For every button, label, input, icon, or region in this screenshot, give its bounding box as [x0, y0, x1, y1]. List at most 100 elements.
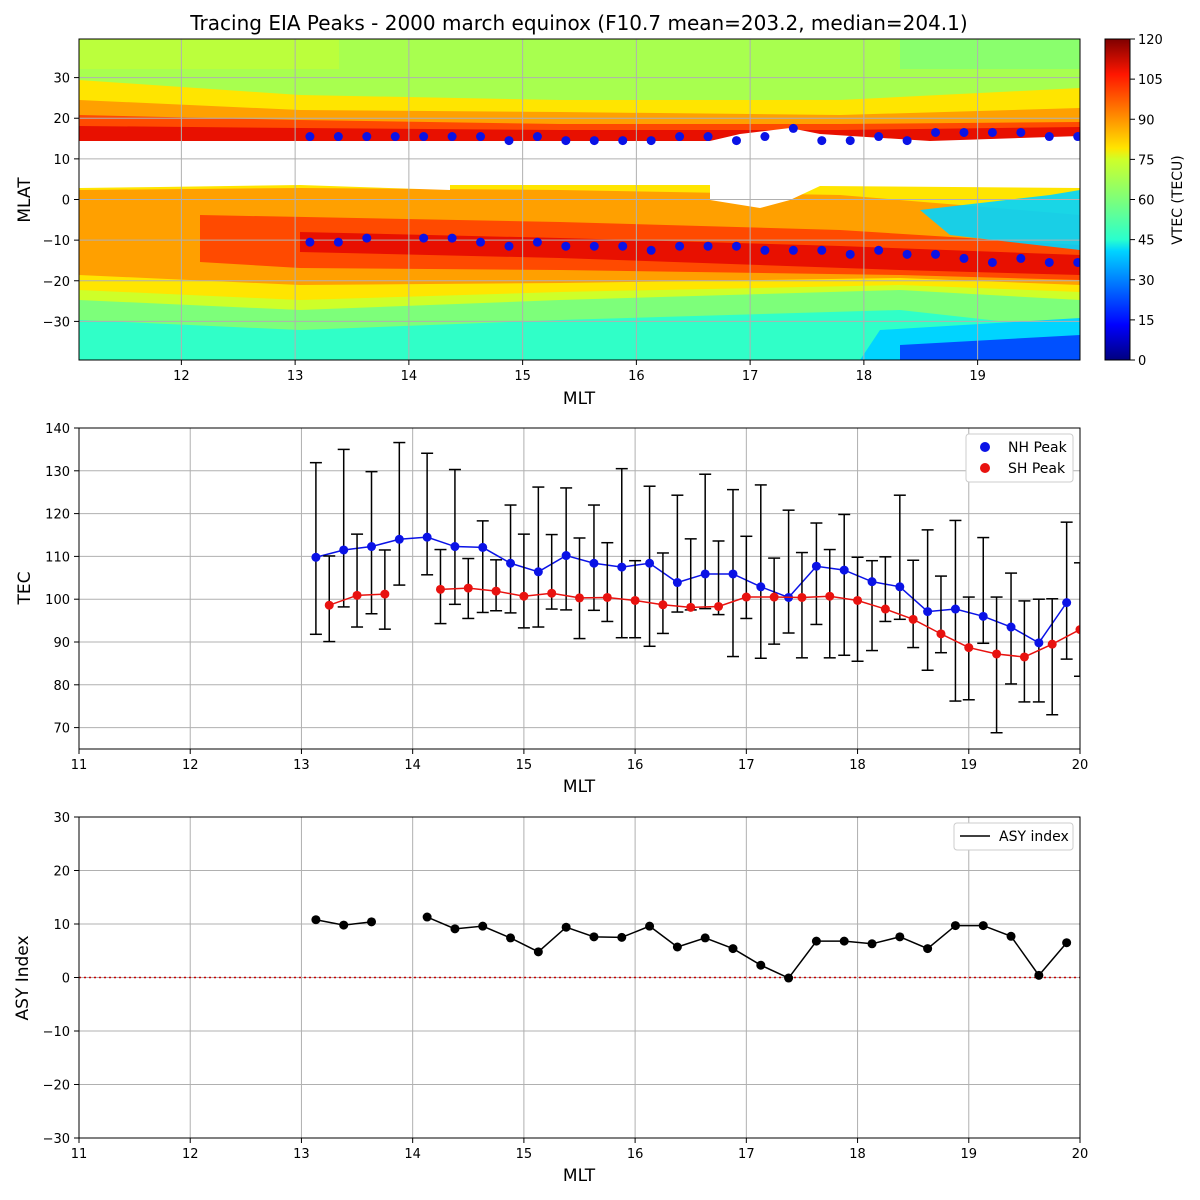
nh-peak-point — [589, 136, 599, 146]
sh-peak-point — [519, 591, 529, 601]
vtec-fill — [920, 190, 1080, 250]
y-tick-label: −20 — [43, 275, 70, 290]
map-y-axis-label: MLAT — [15, 177, 35, 223]
asy-point — [422, 912, 432, 922]
nh-peak-point — [811, 561, 821, 571]
vtec-contours — [79, 39, 1080, 360]
x-tick-label: 15 — [516, 758, 533, 773]
asy-point — [1006, 931, 1016, 941]
y-tick-label: 0 — [62, 972, 70, 987]
sh-peak-point — [817, 245, 827, 255]
x-tick-label: 14 — [404, 1147, 421, 1162]
y-tick-label: −20 — [43, 1079, 70, 1094]
nh-peak-point — [561, 551, 571, 561]
sh-peak-point — [380, 589, 390, 599]
map-grid — [79, 39, 1080, 360]
nh-peak-point — [419, 132, 429, 142]
nh-peak-point — [645, 558, 655, 568]
asy-legend: ASY index — [953, 822, 1074, 851]
nh-peak-point — [390, 132, 400, 142]
asy-point — [811, 936, 821, 946]
tec-series — [309, 441, 1080, 734]
asy-panel: 11 12 13 14 15 16 17 18 19 20 −30 −20 −10 0 10 20 30 MLT… — [13, 811, 1088, 1186]
asy-point — [450, 924, 460, 934]
asy-point — [339, 920, 349, 930]
sh-peak-point — [547, 588, 557, 598]
sh-peak-point — [618, 241, 628, 251]
x-tick-label: 19 — [961, 758, 978, 773]
colorbar-tick-label: 60 — [1138, 194, 1155, 209]
nh-peak-point — [478, 542, 488, 552]
nh-peak-point — [672, 578, 682, 588]
y-tick-label: 20 — [53, 112, 70, 127]
nh-peak-point — [987, 127, 997, 137]
x-tick-label: 19 — [961, 1147, 978, 1162]
vtec-map-panel: 12 13 14 15 16 17 18 19 −30 −20 −10 0 10 20 30 MLT MLA… — [15, 33, 1186, 409]
nh-peak-point — [895, 582, 905, 592]
sh-peak-point — [504, 241, 514, 251]
sh-peak-point — [741, 592, 751, 602]
colorbar-ticks: 0 15 30 45 60 75 90 105 120 — [1130, 33, 1163, 369]
map-x-axis-label: MLT — [563, 389, 596, 409]
nh-peak-point — [561, 136, 571, 146]
y-tick-label: 80 — [53, 679, 70, 694]
sh-peak-point — [1073, 257, 1080, 267]
asy-x-axis-label: MLT — [563, 1166, 596, 1186]
tec-ticks: 11 12 13 14 15 16 17 18 19 20 70 80 90 100 110 120 130 14… — [45, 422, 1088, 773]
sh-peak-point — [908, 614, 918, 624]
asy-point — [311, 915, 321, 925]
x-tick-label: 16 — [627, 758, 644, 773]
asy-point — [700, 933, 710, 943]
y-tick-label: 110 — [45, 550, 70, 565]
legend-nh-marker — [980, 442, 990, 452]
sh-peak-point — [463, 583, 473, 593]
colorbar-tick-label: 30 — [1138, 274, 1155, 289]
nh-peak-point — [618, 136, 628, 146]
nh-peak-point — [1044, 132, 1054, 142]
nh-peak-point — [1062, 598, 1072, 608]
x-tick-label: 12 — [182, 758, 199, 773]
nh-peak-point — [311, 552, 321, 562]
nh-peak-point — [422, 532, 432, 542]
asy-point — [1034, 970, 1044, 980]
sh-peak-point — [769, 592, 779, 602]
nh-peak-point — [447, 132, 457, 142]
tec-panel: 11 12 13 14 15 16 17 18 19 20 70 80 90 100 110 120 130 14… — [15, 422, 1088, 797]
tec-x-axis-label: MLT — [563, 777, 596, 797]
y-tick-label: −30 — [43, 315, 70, 330]
asy-point — [978, 921, 988, 931]
vtec-fill — [79, 39, 339, 69]
nh-peak-point — [931, 127, 941, 137]
colorbar-label: VTEC (TECU) — [1170, 155, 1186, 245]
x-tick-label: 18 — [856, 369, 873, 384]
colorbar-tick-label: 15 — [1138, 314, 1155, 329]
tec-y-axis-label: TEC — [15, 572, 35, 606]
colorbar-tick-label: 0 — [1138, 354, 1146, 369]
nh-peak-point — [902, 136, 912, 146]
x-tick-label: 11 — [71, 758, 88, 773]
colorbar — [1104, 38, 1131, 361]
y-tick-label: 120 — [45, 508, 70, 523]
sh-peak-point — [874, 245, 884, 255]
x-tick-label: 17 — [738, 758, 755, 773]
nh-peak-point — [874, 132, 884, 142]
nh-peak-point — [728, 569, 738, 579]
x-tick-label: 17 — [742, 369, 759, 384]
sh-peak-point — [447, 233, 457, 243]
x-tick-label: 11 — [71, 1147, 88, 1162]
asy-line — [426, 916, 1068, 979]
x-tick-label: 18 — [849, 758, 866, 773]
asy-point — [561, 922, 571, 932]
legend-sh-marker — [980, 463, 990, 473]
x-tick-label: 20 — [1072, 1147, 1089, 1162]
legend-frame — [965, 433, 1074, 483]
sh-peak-point — [305, 237, 315, 247]
sh-peak-point — [760, 245, 770, 255]
sh-peak-point — [602, 592, 612, 602]
x-tick-label: 13 — [293, 1147, 310, 1162]
legend-frame — [953, 822, 1074, 851]
x-tick-label: 14 — [404, 758, 421, 773]
sh-peak-point — [1019, 652, 1029, 662]
sh-peak-point — [714, 601, 724, 611]
